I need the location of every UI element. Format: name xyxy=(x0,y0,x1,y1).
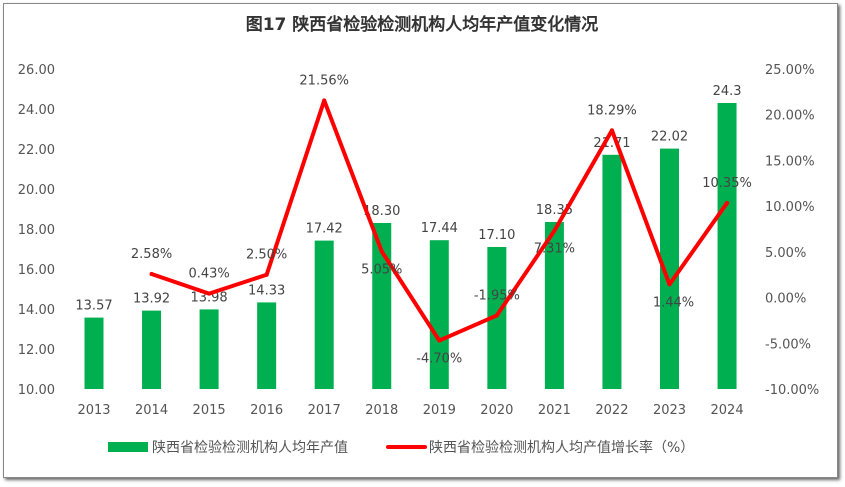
line-data-label: 2.50% xyxy=(246,248,287,263)
bar-data-label: 22.02 xyxy=(651,130,688,145)
legend: 陕西省检验检测机构人均年产值 陕西省检验检测机构人均产值增长率（%） xyxy=(108,439,694,456)
line-point-2019 xyxy=(437,338,442,343)
bar-2014 xyxy=(142,310,162,389)
bar-2015 xyxy=(199,309,219,389)
line-data-label: 2.58% xyxy=(131,247,172,262)
legend-swatch-bar xyxy=(108,442,148,452)
bar-2024 xyxy=(717,103,737,389)
bar-2021 xyxy=(544,222,564,389)
x-tick-label: 2023 xyxy=(653,403,686,418)
bar-2018 xyxy=(372,223,392,389)
bar-data-label: 18.30 xyxy=(363,204,400,219)
y-right-tick-label: 10.00% xyxy=(765,200,815,215)
line-point-2015 xyxy=(207,291,212,296)
legend-label-line: 陕西省检验检测机构人均产值增长率（%） xyxy=(429,439,694,456)
y-left-tick-label: 20.00 xyxy=(18,183,55,198)
bar-data-label: 24.3 xyxy=(713,84,742,99)
bar-2017 xyxy=(314,240,334,389)
bar-data-label: 17.10 xyxy=(478,228,515,243)
y-left-tick-label: 16.00 xyxy=(18,263,55,278)
line-point-2014 xyxy=(149,271,154,276)
y-right-tick-label: -5.00% xyxy=(765,337,811,352)
x-tick-label: 2015 xyxy=(193,403,226,418)
bar-data-label: 17.44 xyxy=(421,221,458,236)
y-right-tick-label: -10.00% xyxy=(765,383,819,398)
y-right-tick-label: 15.00% xyxy=(765,154,815,169)
bar-2023 xyxy=(660,148,679,389)
line-point-2017 xyxy=(322,98,327,103)
bar-2019 xyxy=(429,240,449,389)
y-left-tick-label: 18.00 xyxy=(18,223,55,238)
line-data-label: 5.05% xyxy=(361,262,402,277)
y-left-tick-label: 22.00 xyxy=(18,143,55,158)
y-left-tick-label: 10.00 xyxy=(18,383,55,398)
x-tick-label: 2019 xyxy=(423,403,456,418)
line-point-2023 xyxy=(667,282,672,287)
bar-2022 xyxy=(602,154,622,389)
y-right-tick-label: 25.00% xyxy=(765,63,815,78)
line-point-2022 xyxy=(609,128,614,133)
bar-2013 xyxy=(84,317,104,389)
bar-data-label: 14.33 xyxy=(248,283,285,298)
y-left-tick-label: 12.00 xyxy=(18,343,55,358)
x-tick-label: 2017 xyxy=(308,403,341,418)
line-data-label: -1.95% xyxy=(474,288,520,303)
bar-data-label: 17.42 xyxy=(306,222,343,237)
bar-data-label: 21.71 xyxy=(593,136,630,151)
x-tick-label: 2020 xyxy=(480,403,513,418)
line-point-2021 xyxy=(552,228,557,233)
x-tick-label: 2013 xyxy=(77,403,110,418)
bar-2020 xyxy=(487,247,507,389)
y-left-tick-label: 26.00 xyxy=(18,63,55,78)
line-point-2018 xyxy=(379,249,384,254)
x-tick-label: 2021 xyxy=(538,403,571,418)
x-tick-label: 2024 xyxy=(711,403,744,418)
line-point-2024 xyxy=(725,200,730,205)
bar-data-label: 13.57 xyxy=(75,299,112,314)
line-data-label: 7.31% xyxy=(534,242,575,257)
line-data-label: 0.43% xyxy=(188,267,229,282)
line-data-label: 21.56% xyxy=(299,73,349,88)
x-tick-label: 2018 xyxy=(365,403,398,418)
line-point-2020 xyxy=(494,313,499,318)
y-right-tick-label: 0.00% xyxy=(765,292,806,307)
x-tick-label: 2022 xyxy=(595,403,628,418)
bar-data-label: 13.92 xyxy=(133,292,170,307)
y-left-tick-label: 24.00 xyxy=(18,103,55,118)
legend-label-bar: 陕西省检验检测机构人均年产值 xyxy=(152,440,348,456)
x-tick-label: 2014 xyxy=(135,403,168,418)
chart-title: 图17 陕西省检验检测机构人均年产值变化情况 xyxy=(246,14,599,35)
line-data-label: 18.29% xyxy=(587,103,637,118)
line-point-2016 xyxy=(264,272,269,277)
bar-data-label: 13.98 xyxy=(190,290,227,305)
line-data-label: 1.44% xyxy=(653,295,694,310)
y-right-tick-label: 5.00% xyxy=(765,246,806,261)
line-data-label: -4.70% xyxy=(416,352,462,367)
y-right-tick-label: 20.00% xyxy=(765,109,815,124)
bar-2016 xyxy=(257,302,277,389)
x-tick-label: 2016 xyxy=(250,403,283,418)
y-left-tick-label: 14.00 xyxy=(18,303,55,318)
line-data-label: 10.35% xyxy=(702,176,752,191)
